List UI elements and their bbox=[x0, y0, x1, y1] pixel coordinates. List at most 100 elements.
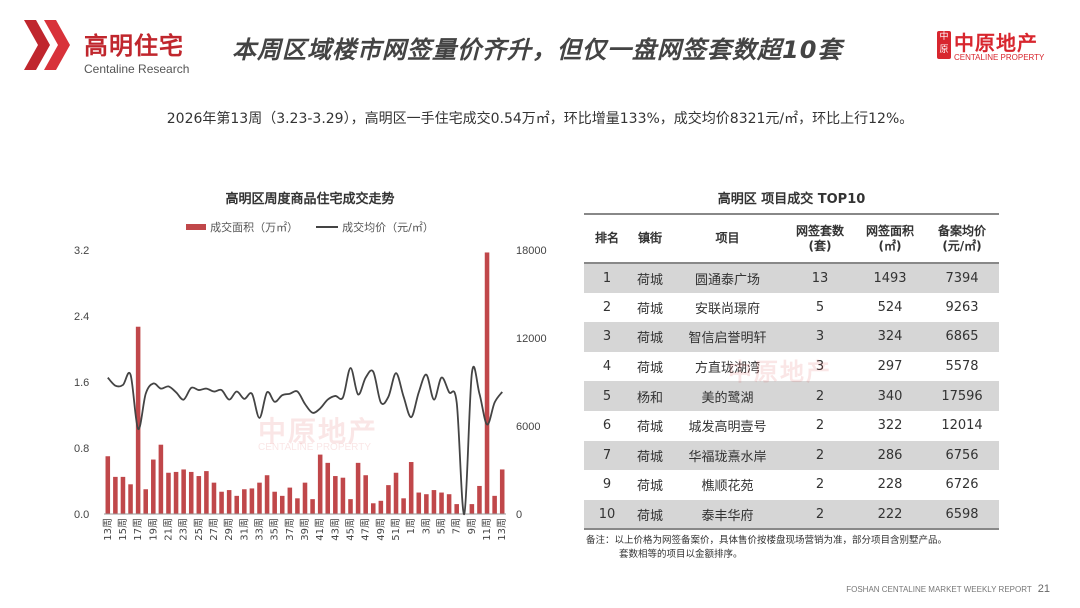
table-note: 备注：以上价格为网签备案价，具体售价按楼盘现场营销为准，部分项目含别墅产品。 套… bbox=[586, 535, 948, 560]
cell-price: 7394 bbox=[945, 270, 979, 286]
cell-town: 荷城 bbox=[636, 508, 663, 524]
x-tick-label: 3周 bbox=[420, 518, 432, 534]
y-left-tick: 1.6 bbox=[74, 377, 89, 389]
bar bbox=[378, 500, 384, 514]
cell-area: 340 bbox=[877, 388, 903, 404]
price-line bbox=[107, 365, 503, 515]
cell-town: 荷城 bbox=[636, 272, 663, 288]
x-tick-label: 31周 bbox=[238, 518, 250, 541]
weekly-summary: 2026年第13周（3.23-3.29），高明区一手住宅成交0.54万㎡，环比增… bbox=[166, 111, 914, 127]
table-watermark: 中原地产 bbox=[728, 358, 832, 386]
bar bbox=[363, 475, 368, 514]
bar bbox=[272, 491, 277, 514]
x-tick-label: 35周 bbox=[269, 518, 281, 541]
bar bbox=[333, 476, 338, 514]
chart-legend: 成交面积（万㎡） 成交均价（元/㎡） bbox=[100, 219, 520, 235]
x-tick-label: 37周 bbox=[284, 518, 296, 541]
y-right-tick: 12000 bbox=[516, 333, 547, 345]
table-row: 7 荷城 华福珑熹水岸 2 286 6756 bbox=[584, 440, 999, 471]
bar bbox=[128, 484, 133, 514]
bar bbox=[226, 490, 232, 514]
x-tick-label: 27周 bbox=[208, 518, 220, 541]
bar bbox=[386, 485, 391, 514]
bar bbox=[499, 469, 505, 514]
cell-area: 322 bbox=[877, 418, 903, 434]
col-header-units: 网签套数 (套) bbox=[795, 223, 844, 253]
cell-units: 3 bbox=[815, 329, 825, 345]
bar bbox=[302, 482, 308, 514]
cell-town: 荷城 bbox=[636, 449, 663, 465]
bar bbox=[477, 485, 482, 514]
x-tick-label: 51周 bbox=[390, 518, 402, 541]
table-row: 1 荷城 圆通泰广场 13 1493 7394 bbox=[584, 263, 999, 293]
bar bbox=[219, 491, 224, 514]
header: 高明住宅 Centaline Research 本周区域楼市网签量价齐升，但仅一… bbox=[0, 0, 1080, 90]
x-tick-label: 33周 bbox=[253, 518, 265, 541]
x-tick-label: 39周 bbox=[299, 518, 311, 541]
top10-table: 排名 镇街 项目 网签套数 (套) 网签面积 (㎡) 备案均价 (元/㎡) 1 荷城 圆通… bbox=[584, 213, 999, 530]
cell-area: 286 bbox=[877, 447, 903, 463]
cell-price: 9263 bbox=[945, 299, 979, 315]
bar bbox=[173, 471, 179, 514]
col-header-project: 项目 bbox=[715, 231, 740, 245]
brand-subtitle: Centaline Research bbox=[84, 62, 190, 76]
bar bbox=[439, 492, 444, 514]
cell-project: 城发高明壹号 bbox=[688, 420, 767, 436]
page-number: 21 bbox=[1037, 583, 1050, 595]
y-left-tick: 2.4 bbox=[74, 311, 89, 323]
cell-town: 荷城 bbox=[636, 331, 663, 347]
bar bbox=[166, 472, 171, 514]
cell-project: 智信启誉明轩 bbox=[688, 331, 767, 347]
x-tick-label: 13周 bbox=[496, 518, 508, 541]
cell-price: 17596 bbox=[941, 388, 983, 404]
cell-town: 荷城 bbox=[636, 301, 663, 317]
legend-bar-label: 成交面积（万㎡） bbox=[210, 221, 299, 234]
bar bbox=[416, 492, 422, 514]
bar bbox=[492, 495, 497, 514]
x-tick-label: 49周 bbox=[375, 518, 387, 541]
cell-rank: 9 bbox=[602, 477, 612, 493]
bar bbox=[408, 462, 414, 514]
y-left-tick: 3.2 bbox=[74, 245, 89, 257]
bar bbox=[348, 499, 353, 514]
cell-project: 樵顺花苑 bbox=[701, 479, 754, 495]
bar bbox=[257, 482, 262, 514]
bar bbox=[188, 471, 194, 514]
bar bbox=[424, 494, 429, 514]
y-left-tick: 0.8 bbox=[74, 443, 89, 455]
bar bbox=[401, 498, 406, 514]
x-tick-label: 11周 bbox=[481, 518, 493, 541]
cell-town: 杨和 bbox=[636, 390, 663, 406]
x-tick-label: 17周 bbox=[132, 518, 144, 541]
cell-area: 297 bbox=[877, 359, 903, 375]
chevron-logo-icon bbox=[24, 20, 70, 70]
table-header-row: 排名 镇街 项目 网签套数 (套) 网签面积 (㎡) 备案均价 (元/㎡) bbox=[584, 214, 999, 263]
bar bbox=[181, 469, 186, 514]
cell-rank: 1 bbox=[602, 270, 612, 286]
bar bbox=[120, 476, 126, 514]
cell-units: 2 bbox=[815, 447, 825, 463]
cell-area: 524 bbox=[877, 299, 903, 315]
bar bbox=[151, 459, 156, 514]
watermark: 中原地产 bbox=[258, 415, 379, 448]
cell-project: 华福珑熹水岸 bbox=[688, 449, 767, 465]
footer: FOSHAN CENTALINE MARKET WEEKLY REPORT 21 bbox=[846, 583, 1050, 595]
table-row: 10 荷城 泰丰华府 2 222 6598 bbox=[584, 499, 999, 530]
cell-units: 2 bbox=[815, 388, 825, 404]
cell-price: 12014 bbox=[941, 418, 983, 434]
bar bbox=[135, 326, 141, 514]
cell-price: 6865 bbox=[945, 329, 979, 345]
bar bbox=[242, 489, 247, 514]
bar bbox=[211, 482, 217, 514]
x-tick-label: 29周 bbox=[223, 518, 235, 541]
table-row: 9 荷城 樵顺花苑 2 228 6726 bbox=[584, 470, 999, 500]
bar bbox=[196, 476, 202, 514]
cell-units: 13 bbox=[811, 270, 829, 286]
company-logo-subtext: CENTALINE PROPERTY bbox=[954, 53, 1045, 62]
bar bbox=[469, 504, 475, 514]
cell-rank: 10 bbox=[598, 506, 616, 522]
x-tick-label: 13周 bbox=[102, 518, 114, 541]
cell-price: 6756 bbox=[945, 447, 979, 463]
x-tick-label: 41周 bbox=[314, 518, 326, 541]
